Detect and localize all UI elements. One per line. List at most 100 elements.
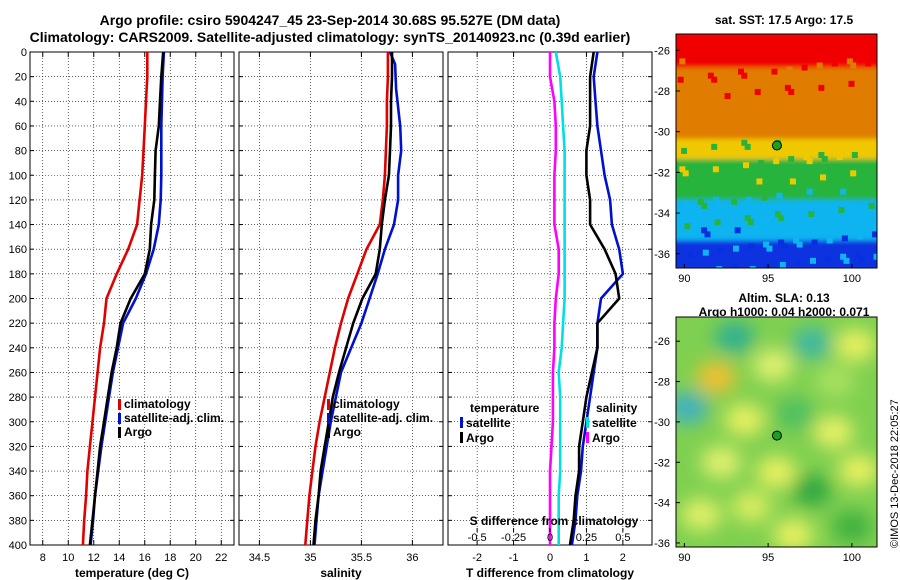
sst-pixel (716, 265, 723, 268)
sst-pixel (788, 88, 795, 95)
x-tick-label: -1 (509, 552, 519, 564)
y-tick-label: -30 (654, 127, 670, 139)
sst-pixel (799, 82, 806, 89)
sst-pixel (840, 253, 847, 260)
series-line-temperature-satellite (570, 51, 625, 546)
x-tick-label: -2 (472, 552, 482, 564)
sst-pixel (873, 253, 877, 260)
x-tick-label: 14 (113, 552, 125, 564)
x-tick-label: 10 (62, 552, 74, 564)
panel-salinity: 34.5 35 35.5 36 salinity climatologysatellite… (238, 51, 444, 580)
sst-pixel (853, 204, 860, 211)
sla-blob (813, 416, 854, 448)
sla-map: 90 95 100 -26 -28 -30 -32 -34 -36 (654, 316, 878, 564)
legend-swatch (586, 417, 589, 428)
sst-pixel (694, 164, 701, 171)
x-tick-label: 12 (88, 552, 100, 564)
x-axis-label: T difference from climatology (466, 566, 634, 580)
sst-pixel (741, 72, 748, 79)
sst-pixel (801, 64, 808, 71)
sst-pixel (868, 202, 875, 209)
map-field (676, 34, 877, 268)
y-tick-label: 40 (15, 96, 27, 108)
legend-swatch (327, 413, 330, 424)
y-tick-label: 180 (9, 269, 27, 281)
sst-pixel (704, 231, 711, 238)
legend-swatch (118, 413, 121, 424)
sst-pixel (737, 68, 744, 75)
sst-pixel (794, 259, 801, 266)
sst-pixel (776, 192, 783, 199)
sst-pixel (858, 255, 865, 262)
sst-pixel (850, 62, 857, 69)
sst-pixel (686, 229, 693, 236)
sst-pixel (871, 231, 877, 238)
series-line-salinity-argo (548, 52, 561, 545)
sst-pixel (746, 196, 753, 203)
y-tick-label: 60 (15, 121, 27, 133)
sst-band (676, 67, 877, 145)
sst-pixel (679, 58, 686, 65)
x2-tick-label: 0.5 (615, 532, 630, 544)
sla-blob (773, 518, 814, 547)
sst-pixel (748, 243, 755, 250)
sst-pixel (729, 217, 736, 224)
sst-pixel (697, 168, 704, 175)
sst-pixel (848, 80, 855, 87)
sst-map: 90 95 100 -26 -28 -30 -32 -34 -36 (654, 33, 878, 285)
sst-pixel (850, 170, 857, 177)
x-tick-label: 35.5 (351, 552, 372, 564)
legend-label: satellite-adj. clim. (124, 411, 224, 425)
sst-pixel (865, 60, 872, 67)
x-tick-label: 100 (843, 273, 861, 285)
legend-label: satellite (466, 416, 511, 430)
sst-pixel (741, 139, 748, 146)
x-tick-label: 1 (583, 552, 589, 564)
y-tick-label: -28 (654, 86, 670, 98)
sst-pixel (722, 70, 729, 77)
sst-pixel (836, 154, 843, 161)
panel-difference-from-climatology: -2 -1 0 1 2 T difference from climatology temp… (447, 51, 653, 580)
sst-pixel (821, 156, 828, 163)
sst-pixel (818, 152, 825, 159)
legend-label: climatology (124, 397, 191, 411)
sst-pixel (717, 247, 724, 254)
profile-location-marker (771, 430, 782, 441)
sla-map-title-line-2: Argo h1000: 0.04 h2000: 0.071 (698, 305, 870, 319)
sst-pixel (786, 66, 793, 73)
y-tick-label: -30 (654, 417, 670, 429)
sst-pixel (811, 239, 818, 246)
sst-pixel (759, 141, 766, 148)
sst-pixel (816, 62, 823, 69)
sst-pixel (866, 149, 873, 156)
sla-blob (714, 321, 755, 354)
sst-pixel (761, 194, 768, 201)
x2-tick-label: 0.25 (576, 532, 597, 544)
sst-pixel (856, 233, 863, 240)
sst-pixel (719, 229, 726, 236)
sst-pixel (851, 152, 858, 159)
sst-pixel (692, 74, 699, 81)
sst-pixel (729, 145, 736, 152)
map-field (676, 317, 877, 547)
sst-pixel (825, 255, 832, 262)
sst-pixel (836, 225, 843, 232)
sst-pixel (806, 158, 813, 165)
legend-swatch (327, 399, 330, 410)
sst-pixel (727, 164, 734, 171)
sla-blobs (676, 321, 877, 547)
sst-pixel (744, 215, 751, 222)
x-tick-label: 2 (620, 552, 626, 564)
sst-pixel (763, 241, 770, 248)
x-tick-label: 90 (678, 273, 690, 285)
y-tick-label: 300 (9, 417, 27, 429)
legend-label: Argo (124, 425, 152, 439)
legend-swatch (586, 432, 589, 443)
sla-blob (838, 454, 877, 487)
y-tick-label: 140 (9, 220, 27, 232)
sst-pixel (724, 93, 731, 100)
x-tick-label: 20 (190, 552, 202, 564)
sst-pixel (838, 206, 845, 213)
y-tick-label: 80 (15, 146, 27, 158)
y-tick-label: -36 (654, 249, 670, 261)
